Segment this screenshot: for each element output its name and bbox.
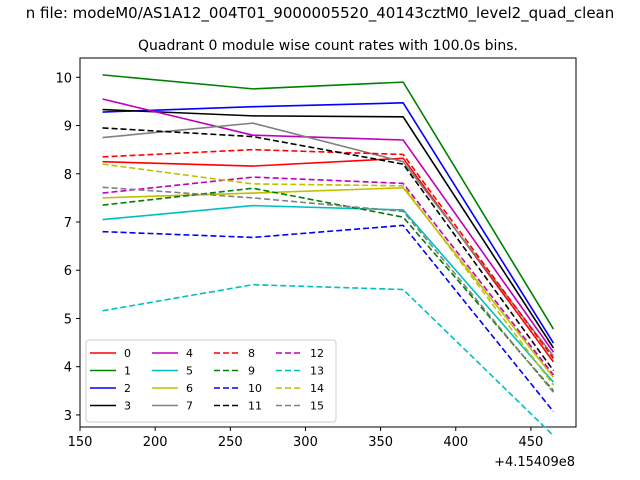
legend-label-7: 7: [186, 400, 193, 413]
series-line-13: [102, 283, 555, 437]
legend-label-10: 10: [248, 382, 262, 395]
series-line-7: [102, 122, 555, 357]
x-axis: 150 200 250 300 350 400 450: [68, 427, 543, 450]
legend-label-13: 13: [310, 365, 324, 378]
x-tick-label: 200: [143, 435, 168, 450]
y-tick-label: 5: [64, 312, 72, 327]
chart-title: Quadrant 0 module wise count rates with …: [138, 38, 518, 54]
series-lines: [102, 74, 555, 437]
legend-label-12: 12: [310, 347, 324, 360]
y-tick-label: 6: [64, 264, 72, 279]
series-line-1: [102, 74, 555, 330]
series-line-9: [102, 187, 555, 392]
legend-label-15: 15: [310, 400, 324, 413]
series-line-14: [102, 163, 555, 386]
y-axis: 3 4 5 6 7 8 9 10: [55, 71, 80, 424]
y-tick-label: 7: [64, 216, 72, 231]
figure-suptitle: n file: modeM0/AS1A12_004T01_9000005520_…: [26, 4, 615, 23]
legend-label-14: 14: [310, 382, 324, 395]
series-line-6: [102, 186, 555, 378]
y-tick-label: 8: [64, 168, 72, 183]
y-tick-label: 10: [55, 71, 72, 86]
series-line-15: [102, 186, 555, 393]
legend-label-6: 6: [186, 382, 193, 395]
series-line-2: [102, 102, 555, 344]
x-axis-offset-label: +4.15409e8: [494, 455, 575, 470]
y-tick-label: 9: [64, 120, 72, 135]
legend-label-5: 5: [186, 365, 193, 378]
series-line-0: [102, 157, 555, 363]
x-tick-label: 150: [68, 435, 93, 450]
series-line-8: [102, 148, 555, 359]
plot-area-frame: [79, 57, 577, 428]
series-line-11: [102, 127, 555, 372]
series-line-5: [102, 204, 555, 383]
legend-label-3: 3: [124, 400, 131, 413]
series-line-3: [102, 108, 555, 349]
x-tick-label: 400: [443, 435, 468, 450]
legend-box: [85, 339, 337, 423]
x-tick-label: 450: [518, 435, 543, 450]
series-line-12: [102, 176, 555, 376]
legend-label-8: 8: [248, 347, 255, 360]
legend-label-9: 9: [248, 365, 255, 378]
x-tick-label: 250: [218, 435, 243, 450]
legend-label-4: 4: [186, 347, 193, 360]
x-tick-label: 350: [368, 435, 393, 450]
series-line-4: [102, 98, 555, 353]
legend-label-0: 0: [124, 347, 131, 360]
y-tick-label: 4: [64, 361, 72, 376]
legend-label-1: 1: [124, 365, 131, 378]
legend-label-2: 2: [124, 382, 131, 395]
series-line-10: [102, 224, 555, 413]
legend-label-11: 11: [248, 400, 262, 413]
y-tick-label: 3: [64, 409, 72, 424]
x-tick-label: 300: [293, 435, 318, 450]
